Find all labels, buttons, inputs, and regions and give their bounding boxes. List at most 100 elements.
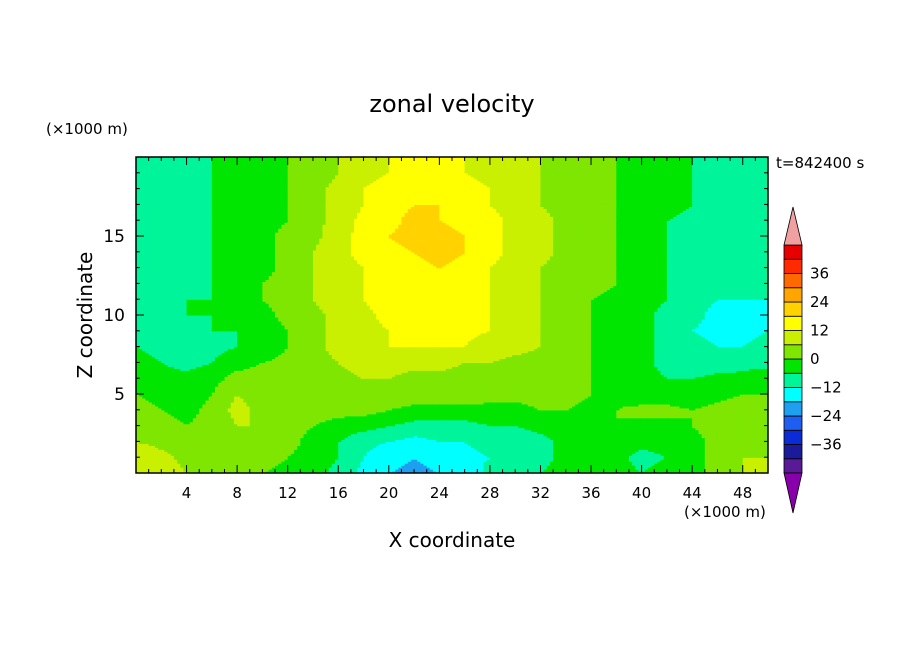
contour-cell — [316, 467, 320, 470]
contour-cell — [486, 459, 491, 462]
contour-cell — [745, 465, 750, 468]
contour-cell — [218, 459, 222, 462]
contour-cell — [379, 449, 384, 452]
contour-cell — [707, 463, 712, 466]
contour-cell — [720, 459, 725, 462]
contour-cell — [467, 461, 472, 464]
contour-cell — [202, 441, 207, 444]
contour-cell — [136, 455, 140, 458]
contour-cell — [553, 457, 557, 460]
contour-cell — [363, 443, 368, 446]
contour-cell — [410, 457, 415, 460]
contour-cell — [211, 441, 216, 444]
contour-cell — [417, 471, 421, 473]
contour-cell — [562, 469, 567, 472]
contour-cell — [338, 443, 342, 446]
contour-cell — [502, 465, 507, 468]
contour-cell — [199, 465, 203, 468]
contour-cell — [221, 457, 226, 460]
contour-cell — [154, 453, 159, 456]
contour-cell — [467, 451, 472, 454]
contour-cell — [445, 459, 450, 462]
contour-cell — [259, 449, 263, 452]
contour-cell — [572, 465, 576, 468]
contour-cell — [354, 445, 358, 448]
contour-cell — [189, 457, 194, 460]
contour-cell — [237, 469, 241, 472]
contour-cell — [398, 465, 403, 468]
contour-cell — [366, 445, 371, 448]
contour-cell — [641, 471, 646, 473]
contour-cell — [265, 441, 270, 444]
contour-cell — [493, 467, 497, 470]
contour-cell — [189, 463, 194, 466]
contour-cell — [312, 469, 317, 472]
contour-cell — [429, 451, 434, 454]
contour-cell — [189, 447, 194, 450]
contour-cell — [474, 445, 478, 448]
contour-cell — [474, 443, 478, 446]
contour-cell — [423, 465, 428, 468]
contour-cell — [676, 461, 681, 464]
contour-cell — [376, 467, 380, 470]
contour-cell — [202, 451, 207, 454]
contour-cell — [287, 441, 292, 444]
contour-cell — [464, 455, 469, 458]
contour-cell — [600, 471, 605, 473]
contour-cell — [256, 443, 260, 446]
contour-cell — [426, 461, 431, 464]
contour-cell — [398, 441, 403, 444]
contour-cell — [180, 443, 184, 446]
contour-cell — [549, 471, 554, 473]
contour-cell — [480, 451, 485, 454]
contour-cell — [363, 455, 368, 458]
contour-cell — [591, 463, 595, 466]
contour-cell — [189, 451, 194, 454]
contour-cell — [711, 463, 715, 466]
contour-cell — [202, 445, 207, 448]
contour-cell — [493, 451, 497, 454]
contour-cell — [208, 457, 213, 460]
contour-cell — [309, 449, 314, 452]
contour-cell — [707, 465, 712, 468]
contour-cell — [429, 447, 434, 450]
contour-cell — [369, 441, 374, 444]
contour-cell — [252, 443, 257, 446]
contour-cell — [158, 441, 162, 444]
contour-cell — [764, 469, 768, 472]
contour-cell — [685, 459, 690, 462]
contour-cell — [736, 469, 741, 472]
contour-cell — [278, 457, 282, 460]
contour-cell — [496, 459, 500, 462]
contour-cell — [480, 455, 485, 458]
contour-cell — [145, 453, 150, 456]
contour-cell — [199, 451, 203, 454]
contour-cell — [436, 461, 440, 464]
contour-cell — [275, 441, 279, 444]
contour-cell — [575, 461, 579, 464]
contour-cell — [524, 463, 529, 466]
contour-cell — [259, 457, 263, 460]
contour-cell — [154, 463, 159, 466]
contour-cell — [230, 443, 235, 446]
contour-cell — [505, 441, 510, 444]
contour-cell — [164, 455, 169, 458]
contour-cell — [290, 465, 295, 468]
contour-cell — [271, 457, 276, 460]
contour-cell — [682, 469, 687, 472]
contour-cell — [167, 459, 172, 462]
contour-cell — [148, 467, 153, 470]
contour-cell — [294, 449, 298, 452]
contour-cell — [701, 469, 706, 472]
contour-cell — [357, 471, 361, 473]
contour-cell — [366, 465, 371, 468]
contour-cell — [461, 451, 466, 454]
contour-cell — [240, 443, 245, 446]
contour-cell — [635, 461, 640, 464]
contour-cell — [521, 461, 526, 464]
contour-cell — [385, 469, 390, 472]
contour-cell — [246, 443, 251, 446]
contour-cell — [657, 465, 662, 468]
contour-cell — [685, 469, 690, 472]
contour-cell — [670, 465, 674, 468]
